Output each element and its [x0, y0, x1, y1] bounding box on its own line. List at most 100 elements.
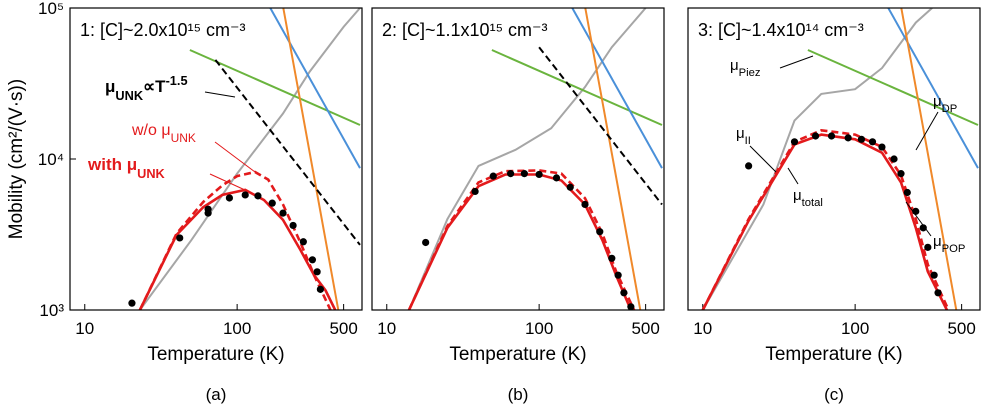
curve [701, 133, 949, 310]
annotation-text: μ [105, 77, 115, 96]
leader-line [787, 167, 799, 185]
x-axis-label: Temperature (K) [765, 344, 902, 365]
subscript: UNK [137, 166, 165, 181]
x-tick-label: 100 [525, 319, 553, 338]
y-tick-label: 10³ [39, 301, 64, 320]
superscript: -1.5 [166, 73, 188, 88]
data-point [552, 174, 561, 182]
curve [900, 8, 958, 310]
leader-line [209, 173, 246, 191]
panel-caption: (a) [206, 385, 227, 404]
data-point [790, 138, 799, 146]
annotation: with μUNK [87, 155, 166, 181]
annotation-text: with μ [87, 155, 137, 174]
curve [584, 8, 642, 310]
data-point [745, 162, 753, 170]
leader-line [204, 91, 236, 98]
leader-line [915, 111, 939, 151]
data-point [520, 170, 528, 178]
data-point [225, 194, 234, 202]
x-tick-label: 100 [841, 319, 869, 338]
data-point [890, 155, 898, 163]
data-point [316, 285, 325, 293]
data-point [903, 188, 911, 197]
y-tick-label: 10⁵ [38, 0, 64, 18]
data-point [299, 238, 307, 246]
panel-caption: (b) [508, 385, 529, 404]
data-point [608, 254, 616, 262]
x-axis-label: Temperature (K) [449, 344, 586, 365]
data-point [897, 170, 905, 178]
dashed-curve [701, 128, 950, 310]
curve [807, 49, 979, 126]
x-tick-label: 10 [693, 319, 712, 338]
annotation: μPOP [933, 233, 965, 255]
data-point [919, 224, 927, 232]
curve [701, 8, 933, 310]
data-point [422, 238, 430, 247]
annotation-text: w/o μ [131, 122, 171, 139]
dashed-curve [214, 59, 361, 246]
y-tick-label: 10⁴ [38, 150, 64, 169]
plot-frame [687, 7, 981, 311]
annotation: μDP [933, 93, 957, 115]
x-tick-label: 500 [631, 319, 659, 338]
plot-area [701, 8, 979, 310]
data-point [827, 132, 836, 140]
annotation: μPiez [730, 57, 761, 79]
curve [269, 8, 361, 169]
panel-title: 1: [C]~2.0x10¹⁵ cm⁻³ [80, 20, 246, 40]
data-point [254, 192, 262, 200]
data-point [844, 134, 852, 142]
data-point [614, 271, 622, 279]
annotation: w/o μUNK [131, 122, 196, 145]
data-point [289, 221, 297, 230]
annotation-text: μ [730, 57, 739, 74]
panel-title: 3: [C]~1.4x10¹⁴ cm⁻³ [698, 20, 864, 40]
curve [138, 188, 337, 310]
data-point [268, 199, 276, 207]
annotation: μII [736, 125, 751, 147]
subscript: DP [942, 103, 958, 115]
annotation-text: μ [933, 233, 942, 250]
leader-line [214, 141, 256, 173]
data-point [581, 200, 589, 209]
y-axis-label: Mobility (cm²/(V·s)) [6, 79, 27, 239]
x-axis-label: Temperature (K) [147, 344, 284, 365]
leader-line [779, 55, 814, 69]
data-point [313, 268, 321, 276]
annotation-text: μ [793, 187, 802, 204]
annotation-text: ∝T [143, 77, 166, 96]
subscript: II [745, 135, 751, 147]
curve [571, 8, 663, 169]
data-point [857, 135, 866, 143]
data-point [566, 183, 574, 191]
x-tick-label: 500 [947, 319, 975, 338]
data-point [811, 132, 820, 140]
data-point [507, 170, 515, 178]
curve [491, 49, 663, 126]
data-point [627, 303, 635, 310]
data-point [596, 228, 604, 236]
plot-frame [371, 7, 665, 311]
panel: 10 100 500 2: [C]~1.1x10¹⁵ cm⁻³ Temperature … [371, 7, 665, 404]
data-point [471, 187, 479, 196]
x-tick-label: 10 [75, 319, 94, 338]
subscript: POP [942, 243, 966, 255]
x-tick-label: 100 [223, 319, 251, 338]
data-point [535, 170, 543, 179]
curve [408, 8, 647, 310]
x-tick-label: 10 [377, 319, 396, 338]
data-point [868, 138, 877, 146]
dashed-curve [538, 46, 663, 206]
panel-caption: (c) [824, 385, 844, 404]
data-point [279, 209, 287, 217]
x-tick-label: 500 [329, 319, 357, 338]
subscript: Piez [739, 67, 761, 79]
data-point [924, 243, 932, 251]
annotation: μtotal [793, 187, 823, 209]
data-point [934, 289, 942, 297]
subscript: UNK [115, 88, 143, 103]
panel: 10 100 500 3: [C]~1.4x10¹⁴ cm⁻³ Temperature … [687, 7, 981, 404]
